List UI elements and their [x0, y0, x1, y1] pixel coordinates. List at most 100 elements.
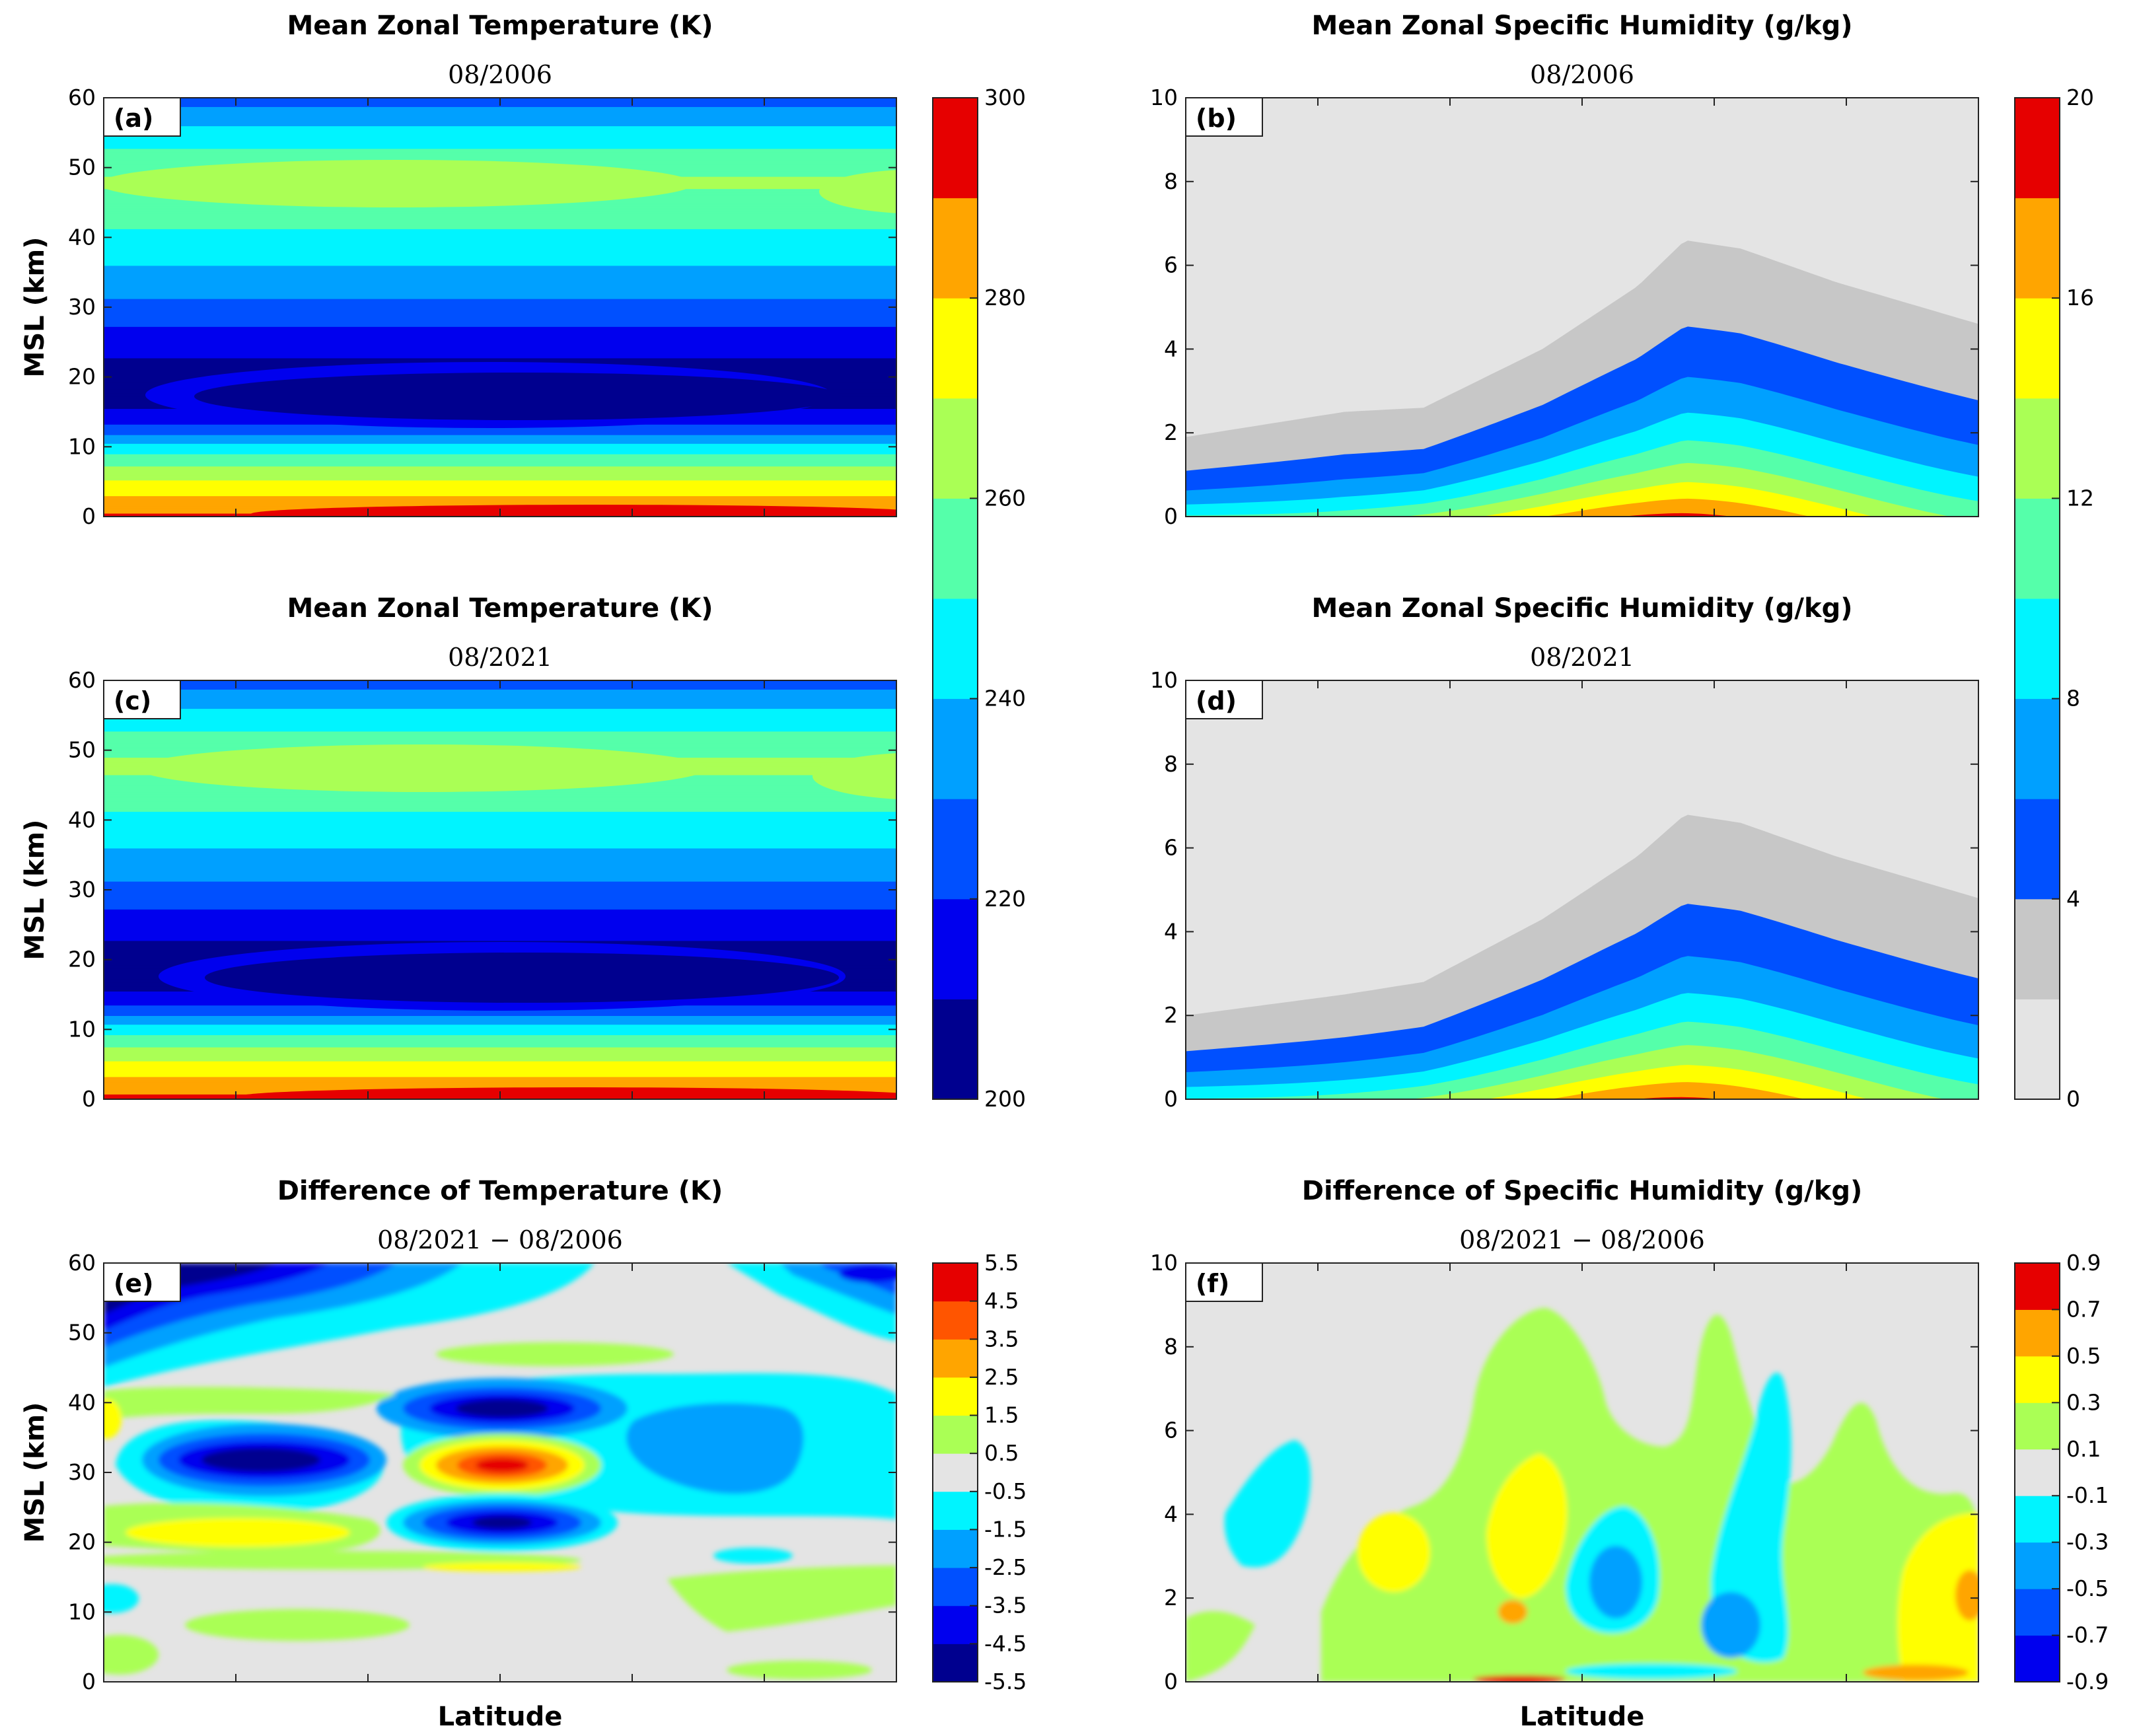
- panel-a-warm-lobe-right: [819, 170, 896, 213]
- panel-c-band: [104, 844, 896, 847]
- panel-a-ytick-label: 40: [68, 224, 96, 250]
- colorbar-temperature-tick-label: 300: [984, 85, 1026, 110]
- panel-a-band: [104, 287, 896, 291]
- panel-c-band: [104, 904, 896, 906]
- panel-e-title: Difference of Temperature (K): [277, 1176, 723, 1206]
- panel-f-ytick-label: 8: [1164, 1334, 1178, 1359]
- colorbar-temp-diff-frame: [932, 1262, 978, 1682]
- panel-a-band: [104, 331, 896, 334]
- panel-c-band: [104, 733, 896, 735]
- panel-c-label-box: [103, 680, 181, 719]
- panel-e-cold-edge-left: [104, 1584, 139, 1613]
- panel-c-band: [104, 1050, 896, 1053]
- panel-a-band: [104, 502, 896, 505]
- panel-a-band: [104, 483, 896, 486]
- panel-a-band: [104, 439, 896, 443]
- panel-b-ytick-label: 8: [1164, 168, 1178, 194]
- panel-c-plot: [104, 680, 896, 1099]
- panel-d-ytick-label: 10: [1150, 667, 1178, 693]
- panel-c-band: [104, 1073, 896, 1075]
- panel-a-band: [104, 321, 896, 324]
- colorbar-humid-diff-swatch: [2015, 1496, 2060, 1543]
- colorbar-humid-diff-swatch: [2015, 1402, 2060, 1450]
- panel-c-band: [104, 853, 896, 855]
- panel-c-surface-core: [238, 1087, 896, 1099]
- panel-a-band: [104, 258, 896, 261]
- colorbar-temp-diff-swatch: [933, 1529, 978, 1568]
- panel-c-ytick-label: 60: [68, 667, 96, 693]
- panel-a-band: [104, 127, 896, 130]
- panel-c-band: [104, 861, 896, 865]
- panel-c-warm-lobe: [139, 744, 707, 792]
- colorbar-humidity-tick-label: 8: [2066, 686, 2080, 711]
- panel-a-band: [104, 256, 896, 259]
- panel-f-moist-bottom-mid: [1473, 1675, 1566, 1682]
- panel-c-band: [104, 1069, 896, 1072]
- colorbar-humid-diff-tick-label: 0.7: [2066, 1296, 2101, 1322]
- panel-c-band: [104, 1054, 896, 1056]
- panel-c: Mean Zonal Temperature (K) 08/2021 0 10 20…: [20, 593, 897, 1112]
- panel-c-band: [104, 1048, 896, 1051]
- panel-c-band: [104, 860, 896, 863]
- panel-d-label: (d): [1196, 686, 1237, 715]
- panel-a-band: [104, 466, 896, 468]
- panel-a-band: [104, 120, 896, 123]
- panel-c-warm-lobe-right: [813, 753, 896, 799]
- panel-c-band: [104, 814, 896, 817]
- panel-c-band: [104, 926, 896, 929]
- colorbar-humidity-swatch: [2015, 398, 2060, 499]
- panel-e-ytick-label: 50: [68, 1320, 96, 1346]
- panel-c-band: [104, 1046, 896, 1050]
- panel-e-ytick-label: 10: [68, 1599, 96, 1624]
- panel-a-band: [104, 464, 896, 467]
- panel-c-band: [104, 692, 896, 695]
- panel-a-ytick-label: 60: [68, 85, 96, 110]
- colorbar-temperature-swatch: [933, 799, 978, 900]
- panel-e-ytick-label: 30: [68, 1459, 96, 1485]
- panel-d-ytick-label: 4: [1164, 918, 1178, 944]
- panel-c-band: [104, 931, 896, 934]
- panel-c-band: [104, 888, 896, 890]
- panel-a-band: [104, 283, 896, 285]
- colorbar-humidity-tick-label: 4: [2066, 886, 2080, 912]
- panel-b-ytick-label: 0: [1164, 503, 1178, 529]
- panel-a-band: [104, 336, 896, 340]
- panel-a-band: [104, 159, 896, 161]
- panel-c-band: [104, 837, 896, 840]
- panel-c-band: [104, 795, 896, 798]
- panel-a-band: [104, 272, 896, 275]
- panel-f-ytick-label: 10: [1150, 1250, 1178, 1276]
- panel-a-band: [104, 223, 896, 226]
- panel-c-band: [104, 1062, 896, 1065]
- panel-c-band: [104, 689, 896, 692]
- panel-a-band: [104, 113, 896, 116]
- panel-e-warm-edge-left: [104, 1399, 122, 1439]
- panel-a-band: [104, 447, 896, 449]
- panel-a-band: [104, 129, 896, 131]
- panel-c-band: [104, 729, 896, 732]
- colorbar-temp-diff-swatch: [933, 1377, 978, 1416]
- panel-a-band: [104, 273, 896, 277]
- panel-c-band: [104, 711, 896, 714]
- panel-a-band: [104, 328, 896, 331]
- panel-a-warm-lobe: [104, 160, 694, 207]
- panel-a-band: [104, 112, 896, 114]
- panel-a-ytick-label: 10: [68, 433, 96, 459]
- panel-a-band: [104, 472, 896, 476]
- panel-c-band: [104, 1057, 896, 1060]
- panel-c-band: [104, 858, 896, 861]
- panel-a-band: [104, 214, 896, 217]
- panel-a-band: [104, 225, 896, 228]
- colorbar-humidity-tick-label: 12: [2066, 485, 2094, 511]
- colorbar-temp-diff-tick-label: -2.5: [984, 1554, 1027, 1580]
- panel-a-band: [104, 229, 896, 231]
- panel-c-band: [104, 918, 896, 920]
- panel-e-xlabel: Latitude: [438, 1702, 563, 1732]
- panel-a-band: [104, 298, 896, 301]
- panel-a-band: [104, 487, 896, 489]
- panel-c-band: [104, 869, 896, 871]
- panel-c-band: [104, 900, 896, 903]
- panel-e-warm-small-bottom: [185, 1609, 410, 1641]
- panel-a-band: [104, 122, 896, 125]
- panel-a-band: [104, 445, 896, 448]
